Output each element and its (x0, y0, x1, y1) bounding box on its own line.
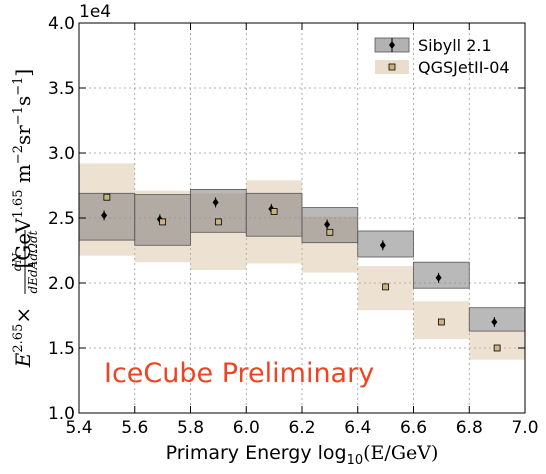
legend-marker-qgsjet (388, 63, 396, 71)
sibyll-band (357, 230, 414, 258)
x-tick-label: 6.2 (288, 418, 315, 438)
x-tick-label: 6.4 (344, 418, 371, 438)
sibyll-band (78, 192, 136, 241)
sibyll-point (435, 273, 442, 282)
y-label-fraction-denominator: dEdAdΩdt (26, 230, 40, 293)
sibyll-point (101, 211, 108, 220)
x-tick-label: 5.6 (121, 418, 148, 438)
x-tick-label: 6.0 (233, 418, 260, 438)
qgsjet-point (103, 193, 111, 201)
sibyll-band (134, 194, 191, 246)
uncertainty-bands (78, 163, 526, 360)
x-tick-label: 7.0 (511, 418, 538, 438)
sibyll-band (413, 261, 470, 289)
legend-entry-sibyll: Sibyll 2.1 (374, 36, 492, 55)
y-tick-label: 2.0 (48, 274, 75, 294)
legend-marker-sibyll (389, 41, 395, 49)
legend-entry-qgsjet: QGSJetII-04 (375, 58, 510, 77)
axis-ticks (78, 22, 526, 414)
sibyll-point (491, 318, 498, 326)
legend-label-sibyll: Sibyll 2.1 (418, 36, 492, 55)
x-tick-label: 6.8 (456, 418, 483, 438)
y-tick-label: 3.5 (48, 79, 75, 99)
sibyll-band (468, 307, 526, 332)
x-tick-label: 5.4 (65, 418, 92, 438)
qgsjet-point (493, 344, 501, 352)
qgsjet-point (382, 283, 390, 291)
y-tick-label: 4.0 (48, 14, 75, 34)
sibyll-point (212, 198, 219, 207)
y-tick-label: 1.0 (48, 404, 75, 424)
qgsjet-point (437, 318, 445, 326)
y-axis-multiplier: 1e4 (79, 2, 111, 22)
icecube-preliminary-annotation: IceCube Preliminary (104, 358, 374, 389)
qgsjet-point (214, 218, 222, 226)
y-tick-labels: 1.0 1.5 2.0 2.5 3.0 3.5 4.0 (48, 14, 75, 424)
x-tick-labels: 5.4 5.6 5.8 6.0 6.2 6.4 6.6 6.8 7.0 (65, 418, 538, 438)
sibyll-band (301, 207, 359, 244)
y-label-fraction-numerator: dN (10, 252, 24, 271)
sibyll-band (190, 188, 247, 233)
x-tick-label: 6.6 (400, 418, 427, 438)
x-axis-label: Primary Energy log10(E/GeV) (166, 442, 439, 468)
y-tick-label: 3.0 (48, 144, 75, 164)
sibyll-point (324, 220, 331, 229)
qgsjet-point (326, 228, 334, 236)
y-tick-label: 2.5 (48, 209, 75, 229)
y-tick-label: 1.5 (48, 339, 75, 359)
legend: Sibyll 2.1 QGSJetII-04 (374, 36, 510, 77)
data-points (101, 193, 501, 352)
sibyll-point (379, 241, 386, 250)
x-tick-label: 5.8 (177, 418, 204, 438)
qgsjet-point (270, 208, 278, 215)
qgsjet-point (159, 218, 167, 226)
svg-text:E2.65× [GeV1.65 m−2sr−1s−1]: E2.65× [GeV1.65 m−2sr−1s−1] (11, 69, 35, 368)
y-axis-label: E2.65× [GeV1.65 m−2sr−1s−1] dN dEdAdΩdt (10, 69, 40, 368)
legend-label-qgsjet: QGSJetII-04 (418, 58, 510, 77)
